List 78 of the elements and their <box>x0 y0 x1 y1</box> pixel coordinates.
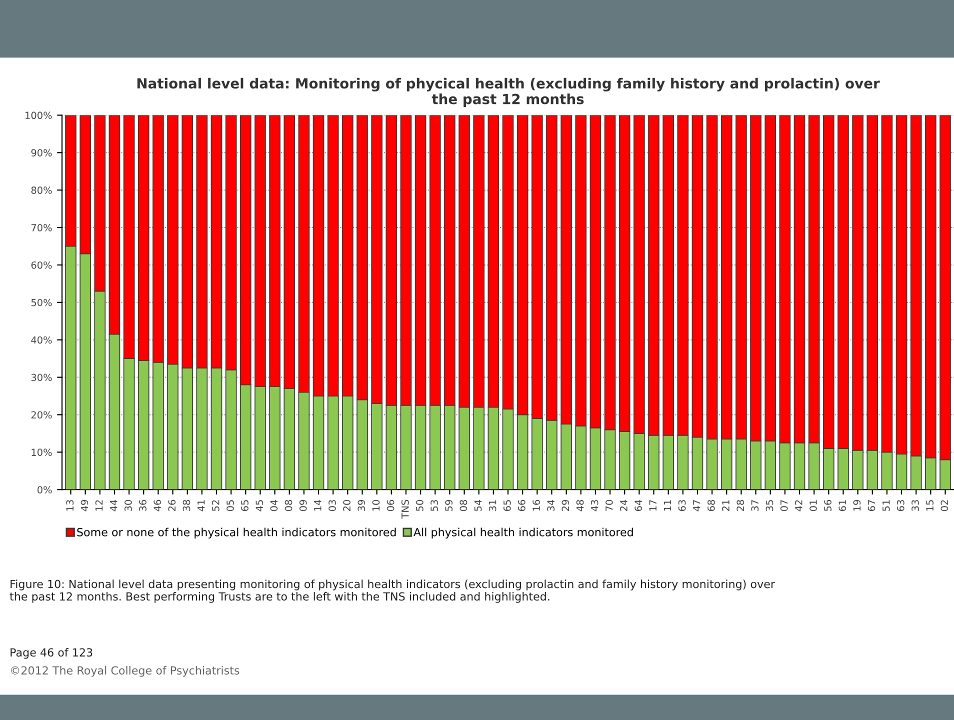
x-tick-label: 43 <box>590 500 598 512</box>
y-tick-label: 30% <box>31 374 52 382</box>
x-tick-label: 11 <box>664 500 672 511</box>
x-tick-label: 38 <box>182 500 190 511</box>
x-tick-label: 67 <box>868 500 876 512</box>
x-tick-label: 61 <box>838 500 846 512</box>
x-tick-label: 09 <box>299 500 307 512</box>
x-tick-label: 28 <box>736 500 744 511</box>
x-tick-label: 13 <box>66 500 74 511</box>
x-tick-label: 16 <box>532 500 540 511</box>
x-tick-label: 47 <box>693 500 700 512</box>
x-tick-label: 50 <box>416 500 424 511</box>
y-tick-label: 20% <box>31 411 52 419</box>
x-tick-label: 56 <box>824 500 832 511</box>
x-tick-label: 01 <box>810 500 817 512</box>
x-tick-label: 59 <box>445 500 453 511</box>
x-tick-label: 64 <box>634 500 642 512</box>
x-tick-label: 20 <box>343 500 350 511</box>
y-tick-label: 80% <box>31 186 52 194</box>
x-tick-label: 37 <box>751 500 759 511</box>
x-tick-label: 66 <box>518 500 526 512</box>
y-tick-label: 90% <box>31 149 52 156</box>
x-tick-label: 49 <box>80 500 88 512</box>
x-tick-label: 21 <box>722 500 730 511</box>
x-tick-label: 48 <box>576 500 584 512</box>
y-tick-label: 0% <box>38 486 52 494</box>
x-tick-label: 17 <box>649 500 656 511</box>
text: Page 46 of 123 <box>10 648 92 659</box>
x-tick-label: 30 <box>124 500 132 511</box>
x-tick-label: TNS <box>401 500 409 519</box>
x-tick-label: 12 <box>95 500 103 511</box>
x-tick-label: 15 <box>926 500 934 511</box>
legend-label: Some or none of the physical health indicators monitored <box>77 528 396 538</box>
x-tick-label: 10 <box>372 500 380 511</box>
chart-title: National level data: Monitoring of phycical health (excluding family history and prolactin) over the past 12 months <box>137 78 880 107</box>
x-tick-label: 14 <box>314 500 322 511</box>
x-tick-label: 46 <box>154 500 162 512</box>
x-tick-label: 52 <box>212 500 220 511</box>
x-tick-label: 19 <box>853 500 861 511</box>
x-tick-label: 51 <box>882 500 890 511</box>
x-tick-label: 36 <box>139 500 146 511</box>
x-tick-label: 26 <box>168 500 176 511</box>
x-tick-label: 31 <box>488 500 496 511</box>
x-tick-label: 29 <box>562 500 570 511</box>
y-tick-label: 10% <box>32 448 52 456</box>
x-tick-label: 63 <box>896 500 904 512</box>
x-tick-label: 35 <box>766 500 774 511</box>
x-tick-label: 45 <box>256 500 264 512</box>
x-tick-label: 33 <box>912 500 919 511</box>
x-tick-label: 63 <box>678 500 686 512</box>
x-tick-label: 70 <box>605 500 613 511</box>
y-tick-label: 100% <box>26 112 52 120</box>
x-tick-label: 41 <box>198 500 205 512</box>
x-tick-label: 03 <box>328 500 336 512</box>
x-tick-label: 65 <box>241 500 248 512</box>
x-tick-label: 08 <box>284 500 292 512</box>
caption: Figure 10: National level data presenting monitoring of physical health indicators (excluding prolactin and family history monitoring) over the past 12 months. Best performing Trusts are to the left with the TNS included and highlighted. <box>10 580 776 603</box>
y-tick-label: 60% <box>31 261 52 269</box>
x-tick-label: 65 <box>503 500 511 512</box>
text: ©2012 The Royal College of Psychiatrists <box>11 666 240 677</box>
x-tick-label: 05 <box>226 500 234 512</box>
y-tick-label: 50% <box>31 298 52 306</box>
y-tick-label: 70% <box>31 224 52 232</box>
x-tick-label: 06 <box>386 500 394 512</box>
x-tick-label: 39 <box>358 500 366 511</box>
y-tick-label: 40% <box>31 336 52 344</box>
x-tick-label: 08 <box>460 500 468 512</box>
x-tick-label: 04 <box>270 500 278 512</box>
x-tick-label: 24 <box>620 500 628 511</box>
x-tick-label: 02 <box>940 500 948 512</box>
x-tick-label: 07 <box>780 500 788 512</box>
x-tick-label: 34 <box>547 500 555 511</box>
x-tick-label: 44 <box>110 500 118 512</box>
legend-label: All physical health indicators monitored <box>414 528 633 538</box>
x-tick-label: 54 <box>474 500 482 511</box>
x-tick-label: 68 <box>708 500 715 512</box>
x-tick-label: 53 <box>430 500 438 511</box>
x-tick-label: 42 <box>794 500 802 512</box>
